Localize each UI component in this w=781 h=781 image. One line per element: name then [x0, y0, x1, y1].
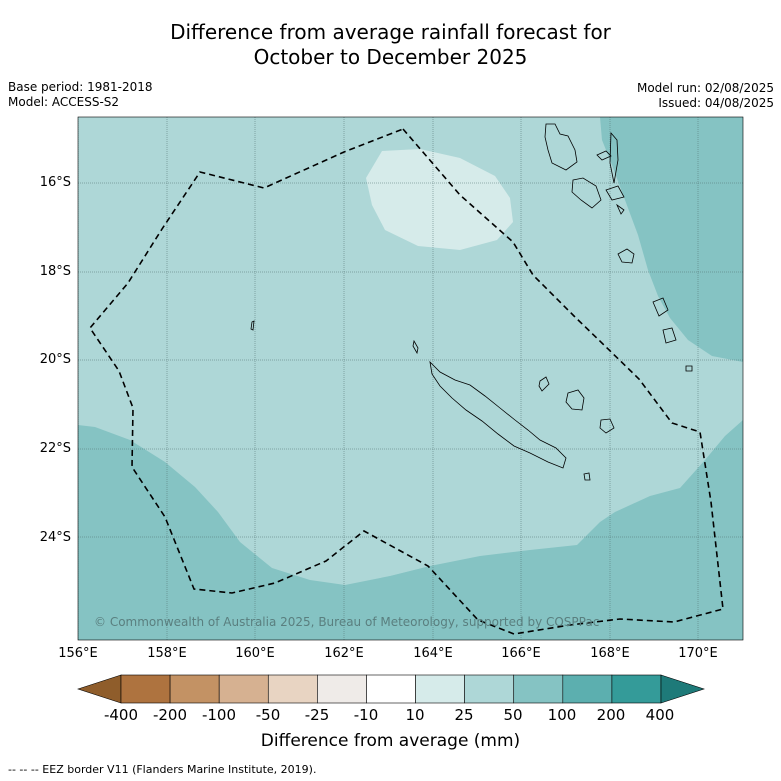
- lon-label-170e: 170°E: [678, 646, 718, 661]
- ouvea-island: [538, 376, 550, 392]
- colorbar-label: 400: [645, 706, 675, 724]
- title-line-1: Difference from average rainfall forecas…: [170, 20, 611, 44]
- colorbar-segment: [267, 674, 318, 704]
- meta-right: Model run: 02/08/2025 Issued: 04/08/2025: [637, 81, 774, 111]
- lat-label-20s: 20°S: [39, 352, 71, 367]
- lat-label-24s: 24°S: [39, 530, 71, 545]
- lon-label-160e: 160°E: [235, 646, 275, 661]
- coastlines: [250, 123, 693, 481]
- colorbar-label: 100: [547, 706, 577, 724]
- colorbar-segment: [169, 674, 220, 704]
- epi-island: [616, 203, 625, 215]
- title-line-2: October to December 2025: [253, 45, 528, 69]
- chesterfield-island: [250, 320, 255, 331]
- lon-label-156e: 156°E: [58, 646, 98, 661]
- model-name: Model: ACCESS-S2: [8, 95, 120, 109]
- colorbar-label: 25: [454, 706, 474, 724]
- colorbar-label: 50: [503, 706, 523, 724]
- erromango-island: [652, 297, 669, 317]
- mare-island: [599, 418, 615, 434]
- anomaly-50-100-south: [78, 420, 743, 640]
- colorbar-label: -200: [152, 706, 188, 724]
- colorbar: [77, 674, 705, 704]
- colorbar-segment: [120, 674, 171, 704]
- meta-left: Base period: 1981-2018 Model: ACCESS-S2: [8, 80, 153, 110]
- colorbar-title: Difference from average (mm): [260, 731, 521, 751]
- graticule: [78, 117, 743, 640]
- efate-island: [617, 248, 635, 264]
- lon-label-166e: 166°E: [501, 646, 541, 661]
- colorbar-segment: [366, 674, 416, 704]
- espiritu-santo-island: [544, 123, 578, 171]
- map-title: Difference from average rainfall forecas…: [0, 20, 781, 70]
- colorbar-label: -50: [255, 706, 281, 724]
- malekula-island: [571, 177, 602, 209]
- colorbar-segment: [562, 674, 613, 704]
- lifou-island: [565, 389, 585, 411]
- belep-islands: [412, 339, 419, 355]
- lon-label-162e: 162°E: [324, 646, 364, 661]
- map-frame: [77, 116, 744, 641]
- eez-border: [88, 128, 724, 635]
- colorbar-segment: [464, 674, 515, 704]
- lat-label-16s: 16°S: [39, 175, 71, 190]
- colorbar-label: 10: [405, 706, 425, 724]
- lat-label-22s: 22°S: [39, 441, 71, 456]
- copyright-notice: © Commonwealth of Australia 2025, Bureau…: [94, 615, 599, 629]
- aneityum-island: [685, 365, 693, 372]
- colorbar-extend-low: [77, 674, 122, 704]
- colorbar-segment: [218, 674, 269, 704]
- colorbar-label: -25: [304, 706, 330, 724]
- eez-legend-note: -- -- -- EEZ border V11 (Flanders Marine…: [8, 763, 317, 776]
- colorbar-label: -100: [201, 706, 237, 724]
- colorbar-label: 200: [596, 706, 626, 724]
- colorbar-segment: [513, 674, 564, 704]
- colorbar-label: -10: [353, 706, 379, 724]
- base-period: Base period: 1981-2018: [8, 80, 153, 94]
- ambrym-island: [605, 185, 625, 201]
- colorbar-label: -400: [103, 706, 139, 724]
- anomaly-10-25-region: [366, 149, 513, 250]
- tanna-island: [662, 327, 677, 344]
- lon-label-168e: 168°E: [590, 646, 630, 661]
- colorbar-segments: [120, 674, 662, 704]
- colorbar-extend-high: [660, 674, 705, 704]
- model-run: Model run: 02/08/2025: [636, 81, 774, 95]
- lat-label-18s: 18°S: [39, 264, 71, 279]
- colorbar-segment: [611, 674, 662, 704]
- pentecost-island: [609, 131, 619, 184]
- lon-label-158e: 158°E: [147, 646, 187, 661]
- colorbar-segment: [317, 674, 367, 704]
- map-area: © Commonwealth of Australia 2025, Bureau…: [78, 117, 743, 640]
- lon-label-164e: 164°E: [413, 646, 453, 661]
- colorbar-segment: [415, 674, 465, 704]
- new-caledonia-island: [429, 360, 567, 469]
- isle-of-pines: [583, 472, 591, 481]
- issued-date: Issued: 04/08/2025: [658, 96, 774, 110]
- anomaly-50-100-east: [600, 117, 743, 362]
- ambae-island: [596, 150, 612, 161]
